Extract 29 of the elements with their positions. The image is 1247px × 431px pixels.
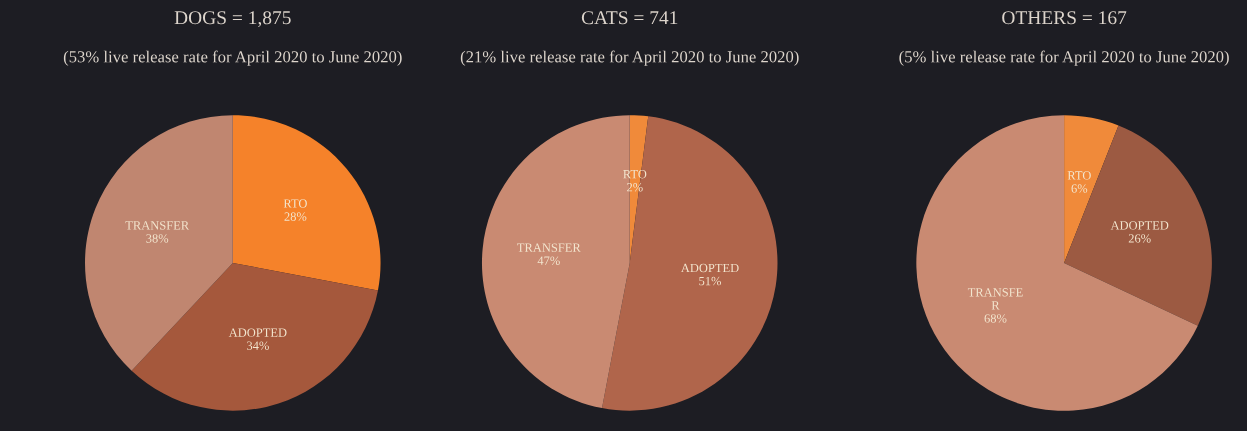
slice-label: TRANSFE R <box>967 288 1023 310</box>
slice-label: RTO <box>283 199 307 208</box>
slice-label: RTO <box>623 169 647 179</box>
chart-subtitle: (21% live release rate for April 2020 to June 2020) <box>460 50 799 66</box>
chart-title: CATS = 741 <box>581 11 678 25</box>
slice-label: ADOPTED <box>228 328 287 337</box>
pie-slice <box>1064 125 1212 326</box>
chart-subtitle: (5% live release rate for April 2020 to June 2020) <box>899 50 1229 66</box>
pie-slice <box>602 116 778 411</box>
data-label: 51% <box>699 276 722 286</box>
pie-slice <box>232 115 381 291</box>
chart-title: OTHERS = 167 <box>1002 11 1127 25</box>
slice-label: RTO <box>1067 171 1091 180</box>
data-label: 2% <box>627 183 643 192</box>
data-label: 47% <box>537 256 560 265</box>
slice-label: ADOPTED <box>680 263 739 273</box>
chart-subtitle: (53% live release rate for April 2020 to June 2020) <box>63 50 402 66</box>
slice-label: ADOPTED <box>1110 221 1169 230</box>
data-label: 28% <box>284 212 307 221</box>
data-label: 38% <box>146 234 169 243</box>
data-label: 26% <box>1128 234 1151 243</box>
data-label: 6% <box>1071 184 1088 193</box>
slice-label: TRANSFER <box>125 221 190 230</box>
pie-slice <box>131 262 378 411</box>
data-label: 34% <box>247 341 269 350</box>
chart-title: DOGS = 1,875 <box>174 11 291 28</box>
pie-slice <box>916 115 1198 411</box>
data-label: 68% <box>984 314 1007 323</box>
slice-label: TRANSFER <box>517 243 581 252</box>
